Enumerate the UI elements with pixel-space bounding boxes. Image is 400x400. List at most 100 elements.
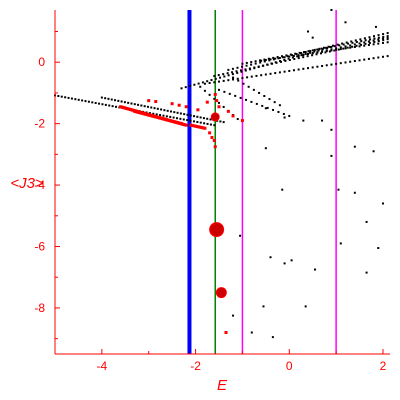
data-point xyxy=(358,42,361,45)
data-point xyxy=(363,37,366,40)
data-point xyxy=(242,82,245,85)
data-point xyxy=(290,259,293,262)
data-point xyxy=(232,76,235,79)
data-point xyxy=(325,64,328,67)
data-point xyxy=(350,40,353,43)
data-point xyxy=(264,147,267,150)
data-point xyxy=(189,114,192,117)
data-point xyxy=(330,63,333,66)
data-point xyxy=(263,95,266,97)
data-point xyxy=(165,115,168,118)
data-point xyxy=(318,47,321,50)
data-point xyxy=(222,121,225,124)
data-point xyxy=(173,111,176,114)
data-point xyxy=(264,73,267,76)
data-point xyxy=(272,56,275,59)
data-point xyxy=(282,112,285,115)
data-point xyxy=(268,98,271,101)
data-point xyxy=(212,139,216,143)
data-point xyxy=(172,116,175,119)
data-point xyxy=(196,115,199,118)
data-point xyxy=(344,61,347,64)
data-point xyxy=(94,101,97,104)
data-point xyxy=(364,39,367,42)
data-point xyxy=(377,247,380,250)
data-point xyxy=(213,75,216,78)
data-point xyxy=(232,314,235,317)
data-point xyxy=(248,67,251,70)
data-point xyxy=(277,57,280,60)
data-point xyxy=(222,73,225,76)
data-point xyxy=(206,80,209,83)
data-point xyxy=(325,49,328,52)
data-point xyxy=(335,48,338,51)
data-point xyxy=(176,111,179,114)
data-point xyxy=(333,45,336,48)
data-point xyxy=(291,56,294,59)
data-point xyxy=(342,43,345,46)
data-point xyxy=(231,73,234,76)
data-point xyxy=(213,97,216,100)
data-point xyxy=(123,101,126,104)
data-point xyxy=(373,37,376,40)
data-point xyxy=(213,124,216,127)
y-tick-label: -8 xyxy=(34,301,45,315)
data-point xyxy=(276,56,279,59)
data-point xyxy=(283,262,286,265)
data-point xyxy=(219,76,222,79)
data-point xyxy=(189,119,192,122)
data-point xyxy=(292,69,295,72)
data-point xyxy=(273,101,276,104)
data-point xyxy=(288,69,291,72)
axes xyxy=(54,10,390,355)
data-point xyxy=(67,96,70,99)
data-point xyxy=(250,63,253,66)
data-point xyxy=(254,62,257,65)
data-point xyxy=(192,124,196,128)
data-point xyxy=(353,43,356,46)
data-point xyxy=(200,126,204,130)
data-point xyxy=(219,120,222,123)
data-point xyxy=(309,51,312,54)
data-point xyxy=(239,69,242,72)
data-point xyxy=(271,336,274,339)
data-point xyxy=(245,61,248,64)
data-point xyxy=(339,46,342,49)
data-point xyxy=(386,36,389,39)
data-point xyxy=(281,188,284,191)
data-point xyxy=(213,92,217,96)
data-point xyxy=(237,79,240,82)
data-point xyxy=(330,154,333,157)
data-point xyxy=(257,65,260,68)
data-point xyxy=(315,53,318,56)
data-point xyxy=(245,64,248,67)
data-point xyxy=(183,113,186,116)
data-point xyxy=(215,99,219,103)
data-point xyxy=(289,53,292,56)
x-tick-label: 0 xyxy=(286,359,293,373)
data-point xyxy=(300,52,303,55)
data-point xyxy=(217,101,220,104)
data-point xyxy=(74,98,77,101)
data-point xyxy=(254,60,257,63)
data-point xyxy=(223,75,226,78)
data-point xyxy=(100,96,103,99)
data-point xyxy=(347,42,350,45)
data-point xyxy=(227,74,230,77)
data-point xyxy=(297,55,300,58)
data-point xyxy=(373,41,376,44)
data-point xyxy=(236,71,239,74)
data-point xyxy=(351,41,354,44)
data-point xyxy=(372,150,375,153)
data-point xyxy=(386,41,389,44)
data-point xyxy=(286,55,289,58)
data-point xyxy=(84,100,87,103)
data-point xyxy=(213,145,217,149)
data-point xyxy=(235,70,238,73)
data-point xyxy=(363,41,366,44)
data-point xyxy=(360,40,363,43)
data-point xyxy=(147,99,151,103)
data-point xyxy=(283,58,286,61)
data-point xyxy=(262,305,265,308)
data-point xyxy=(367,40,370,43)
